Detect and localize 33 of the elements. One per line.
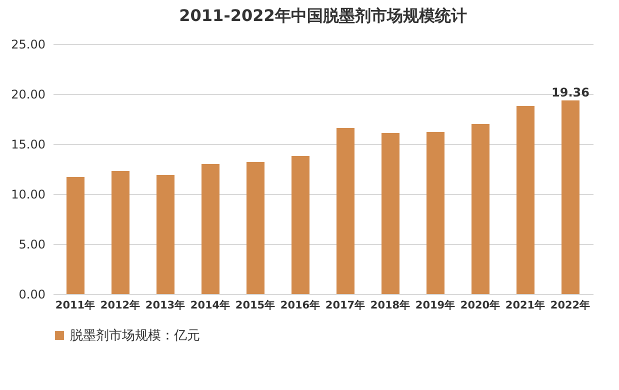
bar: [382, 133, 400, 294]
bar: [156, 175, 174, 294]
bar: [426, 132, 444, 294]
y-tick-label: 5.00: [18, 238, 46, 252]
y-tick-label: 20.00: [11, 88, 46, 102]
data-label: 19.36: [552, 85, 590, 100]
x-tick-label: 2011年: [55, 298, 96, 312]
x-tick-label: 2012年: [100, 298, 141, 312]
x-tick-label: 2019年: [415, 298, 456, 312]
x-tick-label: 2017年: [325, 298, 366, 312]
y-tick-label: 10.00: [11, 188, 46, 202]
bar: [562, 100, 580, 294]
bar: [472, 124, 490, 294]
bar: [246, 162, 264, 294]
bar: [66, 177, 84, 294]
x-tick-label: 2021年: [505, 298, 546, 312]
x-tick-label: 2020年: [460, 298, 501, 312]
x-tick-label: 2018年: [370, 298, 411, 312]
bar: [202, 164, 220, 294]
bar: [336, 128, 354, 294]
x-tick-label: 2015年: [235, 298, 276, 312]
legend-label: 脱墨剂市场规模：亿元: [70, 328, 200, 344]
x-tick-label: 2014年: [190, 298, 231, 312]
x-tick-label: 2016年: [280, 298, 321, 312]
chart-title: 2011-2022年中国脱墨剂市场规模统计: [179, 6, 467, 25]
y-tick-label: 25.00: [11, 38, 46, 52]
bar: [292, 156, 310, 294]
bar: [516, 106, 534, 294]
y-tick-label: 0.00: [18, 288, 46, 302]
bar: [112, 171, 130, 294]
x-tick-label: 2013年: [145, 298, 186, 312]
x-tick-label: 2022年: [550, 298, 591, 312]
y-tick-label: 15.00: [11, 138, 46, 152]
